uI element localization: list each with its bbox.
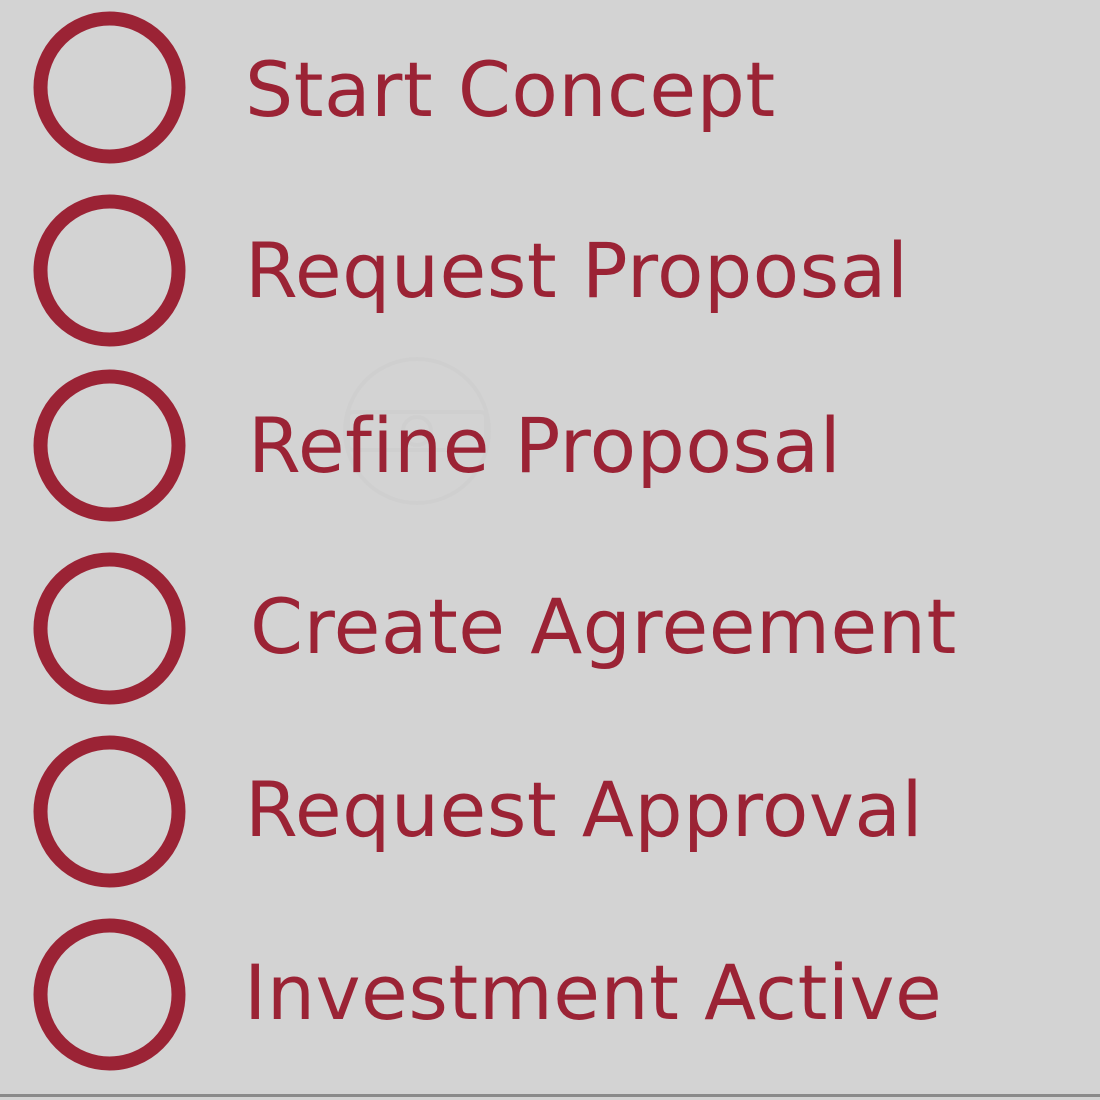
circle-outline-icon: [33, 194, 186, 347]
circle-outline-icon: [33, 735, 186, 888]
circle-outline-icon: [33, 11, 186, 164]
step-refine-proposal: Refine Proposal: [0, 368, 1100, 528]
circle-outline-icon: [33, 369, 186, 522]
step-request-proposal: Request Proposal: [0, 193, 1100, 353]
step-request-approval: Request Approval: [0, 734, 1100, 894]
circle-outline-icon: [33, 918, 186, 1071]
step-label: Refine Proposal: [248, 401, 842, 490]
circle-outline-icon: [33, 552, 186, 705]
step-label: Start Concept: [245, 45, 776, 134]
step-label: Request Proposal: [245, 226, 909, 315]
bottom-divider: [0, 1094, 1100, 1097]
watermark-logo-icon: [343, 357, 491, 505]
step-label: Create Agreement: [250, 582, 957, 671]
step-start-concept: Start Concept: [0, 10, 1100, 170]
step-investment-active: Investment Active: [0, 917, 1100, 1077]
step-label: Investment Active: [244, 948, 943, 1037]
step-create-agreement: Create Agreement: [0, 551, 1100, 711]
step-label: Request Approval: [245, 765, 924, 854]
